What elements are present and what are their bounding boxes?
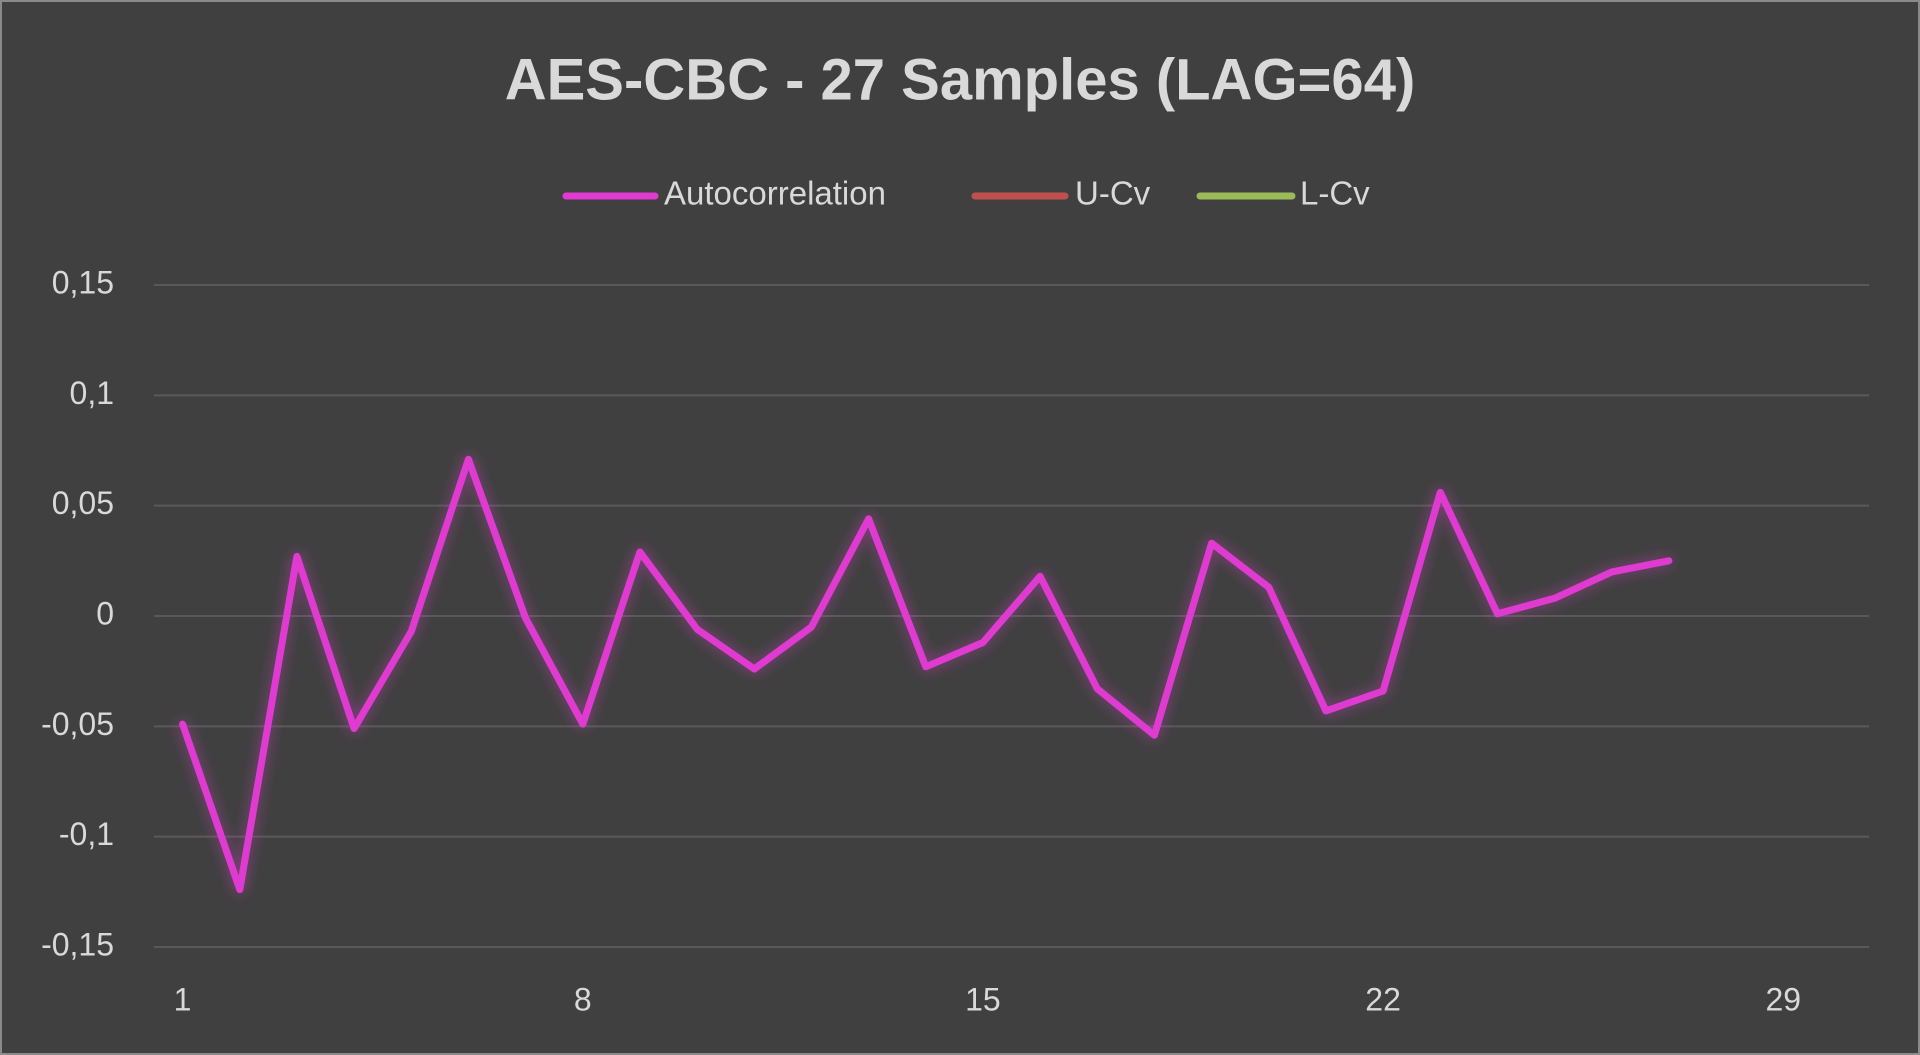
chart-title: AES-CBC - 27 Samples (LAG=64): [505, 47, 1416, 112]
x-tick-label: 15: [965, 981, 1001, 1017]
y-tick-label: 0,1: [70, 375, 114, 411]
x-tick-label: 8: [574, 981, 592, 1017]
y-tick-label: 0,05: [52, 485, 114, 521]
x-tick-label: 1: [174, 981, 192, 1017]
y-tick-label: 0: [96, 595, 114, 631]
y-tick-label: -0,15: [41, 926, 114, 962]
x-tick-label: 29: [1765, 981, 1801, 1017]
legend-label: L-Cv: [1300, 175, 1370, 212]
y-tick-label: 0,15: [52, 264, 114, 300]
y-tick-label: -0,05: [41, 706, 114, 742]
legend-label: U-Cv: [1075, 175, 1151, 212]
legend-label: Autocorrelation: [664, 175, 886, 212]
y-tick-label: -0,1: [59, 816, 114, 852]
series-line: [179, 455, 1673, 894]
x-tick-label: 22: [1365, 981, 1401, 1017]
